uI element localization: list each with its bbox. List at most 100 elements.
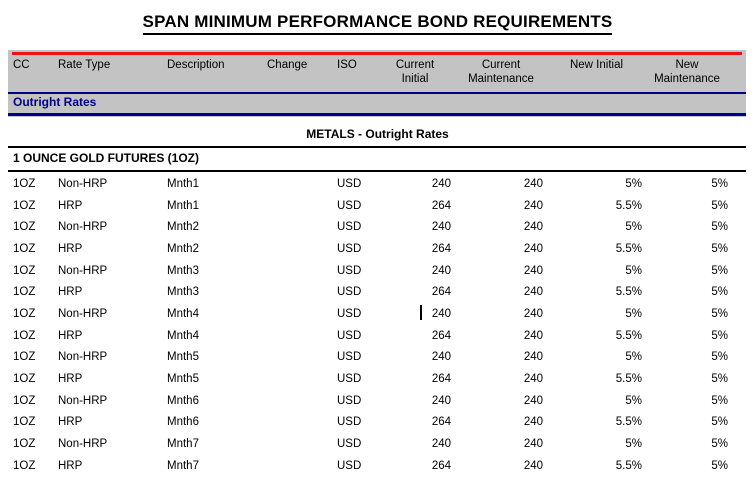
table-row: 1OZ Non-HRP Mnth4 USD 240 240 5% 5% bbox=[8, 303, 746, 325]
cell-current-initial: 240 bbox=[431, 177, 451, 190]
cell-new-maintenance: 5% bbox=[711, 416, 728, 429]
cell-rate-type: HRP bbox=[58, 329, 83, 342]
cell-current-maintenance: 240 bbox=[523, 242, 543, 255]
cell-rate-type: Non-HRP bbox=[58, 264, 108, 277]
cell-rate-type: Non-HRP bbox=[58, 351, 108, 364]
cell-new-maintenance: 5% bbox=[711, 199, 728, 212]
page-title: SPAN MINIMUM PERFORMANCE BOND REQUIREMEN… bbox=[0, 12, 755, 35]
cell-iso: USD bbox=[337, 438, 362, 451]
cell-rate-type: Non-HRP bbox=[58, 438, 108, 451]
cell-current-initial: 264 bbox=[431, 416, 451, 429]
page-title-text: SPAN MINIMUM PERFORMANCE BOND REQUIREMEN… bbox=[142, 12, 613, 35]
cell-current-initial: 240 bbox=[431, 307, 451, 320]
cell-current-maintenance: 240 bbox=[523, 177, 543, 190]
cell-current-maintenance: 240 bbox=[523, 459, 543, 472]
cell-description: Mnth2 bbox=[167, 221, 199, 234]
cell-iso: USD bbox=[337, 221, 362, 234]
cell-cc: 1OZ bbox=[13, 416, 36, 429]
cell-current-initial: 240 bbox=[431, 351, 451, 364]
column-header-row: CC Rate Type Description Change ISO Curr… bbox=[8, 58, 746, 86]
cell-current-maintenance: 240 bbox=[523, 307, 543, 320]
cell-current-maintenance: 240 bbox=[523, 286, 543, 299]
cell-iso: USD bbox=[337, 177, 362, 190]
cell-new-maintenance: 5% bbox=[711, 394, 728, 407]
cell-new-initial: 5.5% bbox=[615, 416, 642, 429]
cell-cc: 1OZ bbox=[13, 351, 36, 364]
cell-description: Mnth4 bbox=[167, 307, 199, 320]
cell-new-maintenance: 5% bbox=[711, 373, 728, 386]
cell-cc: 1OZ bbox=[13, 221, 36, 234]
cell-new-initial: 5% bbox=[625, 264, 642, 277]
cell-new-initial: 5% bbox=[625, 438, 642, 451]
cell-current-maintenance: 240 bbox=[523, 329, 543, 342]
table-row: 1OZ Non-HRP Mnth7 USD 240 240 5% 5% bbox=[8, 433, 746, 455]
cell-description: Mnth5 bbox=[167, 373, 199, 386]
horizontal-rule-bottom bbox=[8, 170, 746, 172]
table-row: 1OZ HRP Mnth1 USD 264 240 5.5% 5% bbox=[8, 195, 746, 217]
cell-cc: 1OZ bbox=[13, 307, 36, 320]
cell-description: Mnth2 bbox=[167, 242, 199, 255]
red-divider-line bbox=[12, 52, 742, 55]
cell-description: Mnth6 bbox=[167, 416, 199, 429]
navy-divider-top bbox=[8, 92, 746, 94]
cell-current-maintenance: 240 bbox=[523, 394, 543, 407]
cell-current-initial: 264 bbox=[431, 242, 451, 255]
cell-description: Mnth5 bbox=[167, 351, 199, 364]
cell-new-initial: 5% bbox=[625, 351, 642, 364]
table-row: 1OZ HRP Mnth7 USD 264 240 5.5% 5% bbox=[8, 455, 746, 477]
cell-description: Mnth7 bbox=[167, 438, 199, 451]
table-row: 1OZ HRP Mnth3 USD 264 240 5.5% 5% bbox=[8, 281, 746, 303]
table-row: 1OZ Non-HRP Mnth1 USD 240 240 5% 5% bbox=[8, 173, 746, 195]
cell-cc: 1OZ bbox=[13, 373, 36, 386]
column-header-change: Change bbox=[267, 59, 308, 71]
cell-current-initial: 240 bbox=[431, 394, 451, 407]
cell-rate-type: Non-HRP bbox=[58, 221, 108, 234]
cell-cc: 1OZ bbox=[13, 177, 36, 190]
cell-new-initial: 5.5% bbox=[615, 329, 642, 342]
column-header-iso: ISO bbox=[337, 59, 357, 71]
cell-new-maintenance: 5% bbox=[711, 307, 728, 320]
cell-rate-type: HRP bbox=[58, 373, 83, 386]
cell-new-initial: 5% bbox=[625, 307, 642, 320]
group-title: 1 OUNCE GOLD FUTURES (1OZ) bbox=[13, 151, 200, 165]
table-body: 1OZ Non-HRP Mnth1 USD 240 240 5% 5% 1OZ … bbox=[8, 173, 746, 477]
cell-current-initial: 264 bbox=[431, 373, 451, 386]
cell-iso: USD bbox=[337, 416, 362, 429]
cell-current-maintenance: 240 bbox=[523, 264, 543, 277]
cell-iso: USD bbox=[337, 329, 362, 342]
cell-iso: USD bbox=[337, 394, 362, 407]
cell-new-maintenance: 5% bbox=[711, 438, 728, 451]
horizontal-rule-top bbox=[8, 146, 746, 148]
cell-rate-type: Non-HRP bbox=[58, 177, 108, 190]
cell-current-initial: 264 bbox=[431, 199, 451, 212]
cell-description: Mnth6 bbox=[167, 394, 199, 407]
table-row: 1OZ HRP Mnth2 USD 264 240 5.5% 5% bbox=[8, 238, 746, 260]
cell-new-initial: 5.5% bbox=[615, 373, 642, 386]
cell-description: Mnth7 bbox=[167, 459, 199, 472]
cell-iso: USD bbox=[337, 307, 362, 320]
cell-new-maintenance: 5% bbox=[711, 351, 728, 364]
table-row: 1OZ Non-HRP Mnth6 USD 240 240 5% 5% bbox=[8, 390, 746, 412]
cell-current-maintenance: 240 bbox=[523, 416, 543, 429]
cell-new-maintenance: 5% bbox=[711, 177, 728, 190]
cell-new-initial: 5% bbox=[625, 221, 642, 234]
navy-divider-bottom bbox=[8, 113, 746, 116]
table-header-band: CC Rate Type Description Change ISO Curr… bbox=[8, 50, 746, 117]
cell-current-initial: 240 bbox=[431, 264, 451, 277]
cell-iso: USD bbox=[337, 242, 362, 255]
column-header-current-maintenance: Current Maintenance bbox=[468, 59, 534, 85]
cell-new-initial: 5% bbox=[625, 177, 642, 190]
cell-cc: 1OZ bbox=[13, 242, 36, 255]
cell-new-initial: 5.5% bbox=[615, 199, 642, 212]
cell-new-initial: 5.5% bbox=[615, 459, 642, 472]
cell-current-maintenance: 240 bbox=[523, 221, 543, 234]
band-section-label: Outright Rates bbox=[13, 95, 97, 109]
column-header-new-initial: New Initial bbox=[569, 59, 624, 71]
cell-rate-type: Non-HRP bbox=[58, 307, 108, 320]
cell-rate-type: HRP bbox=[58, 459, 83, 472]
column-header-cc: CC bbox=[13, 59, 30, 71]
cell-current-initial: 264 bbox=[431, 459, 451, 472]
cell-rate-type: HRP bbox=[58, 286, 83, 299]
cell-rate-type: HRP bbox=[58, 199, 83, 212]
